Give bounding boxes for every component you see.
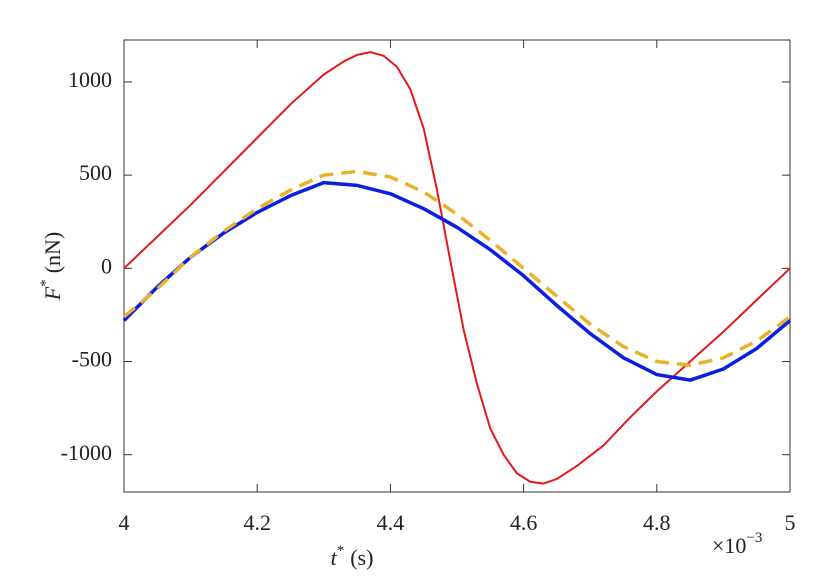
x-tick-label: 4.2 — [243, 510, 271, 535]
x-multiplier: ×10−3 — [712, 530, 762, 558]
series-line — [123, 51, 791, 485]
x-label-unit: (s) — [350, 545, 373, 570]
x-multiplier-exponent: −3 — [746, 530, 762, 546]
y-tick-label: -1000 — [61, 440, 112, 465]
y-tick-label: -500 — [72, 347, 112, 372]
x-label-sup: * — [337, 543, 345, 559]
y-label-symbol: F — [40, 286, 65, 301]
x-label-symbol: t — [331, 545, 338, 570]
y-tick-label: 500 — [79, 160, 112, 185]
y-axis-label: F* (nN) — [38, 232, 65, 302]
plot-frame — [123, 39, 791, 493]
y-tick-label: 0 — [101, 253, 112, 278]
x-tick-label: 4.4 — [377, 510, 405, 535]
x-tick-label: 4 — [119, 510, 130, 535]
y-tick-label: 1000 — [68, 67, 112, 92]
y-label-sup: * — [38, 279, 54, 287]
series-line — [122, 180, 792, 382]
x-tick-label: 4.8 — [643, 510, 671, 535]
y-label-unit: (nN) — [40, 232, 65, 274]
x-axis-label: t* (s) — [331, 543, 374, 570]
x-tick-label: 5 — [785, 510, 796, 535]
x-tick-label: 4.6 — [510, 510, 538, 535]
x-multiplier-base: ×10 — [712, 533, 746, 558]
series-line — [122, 169, 792, 367]
